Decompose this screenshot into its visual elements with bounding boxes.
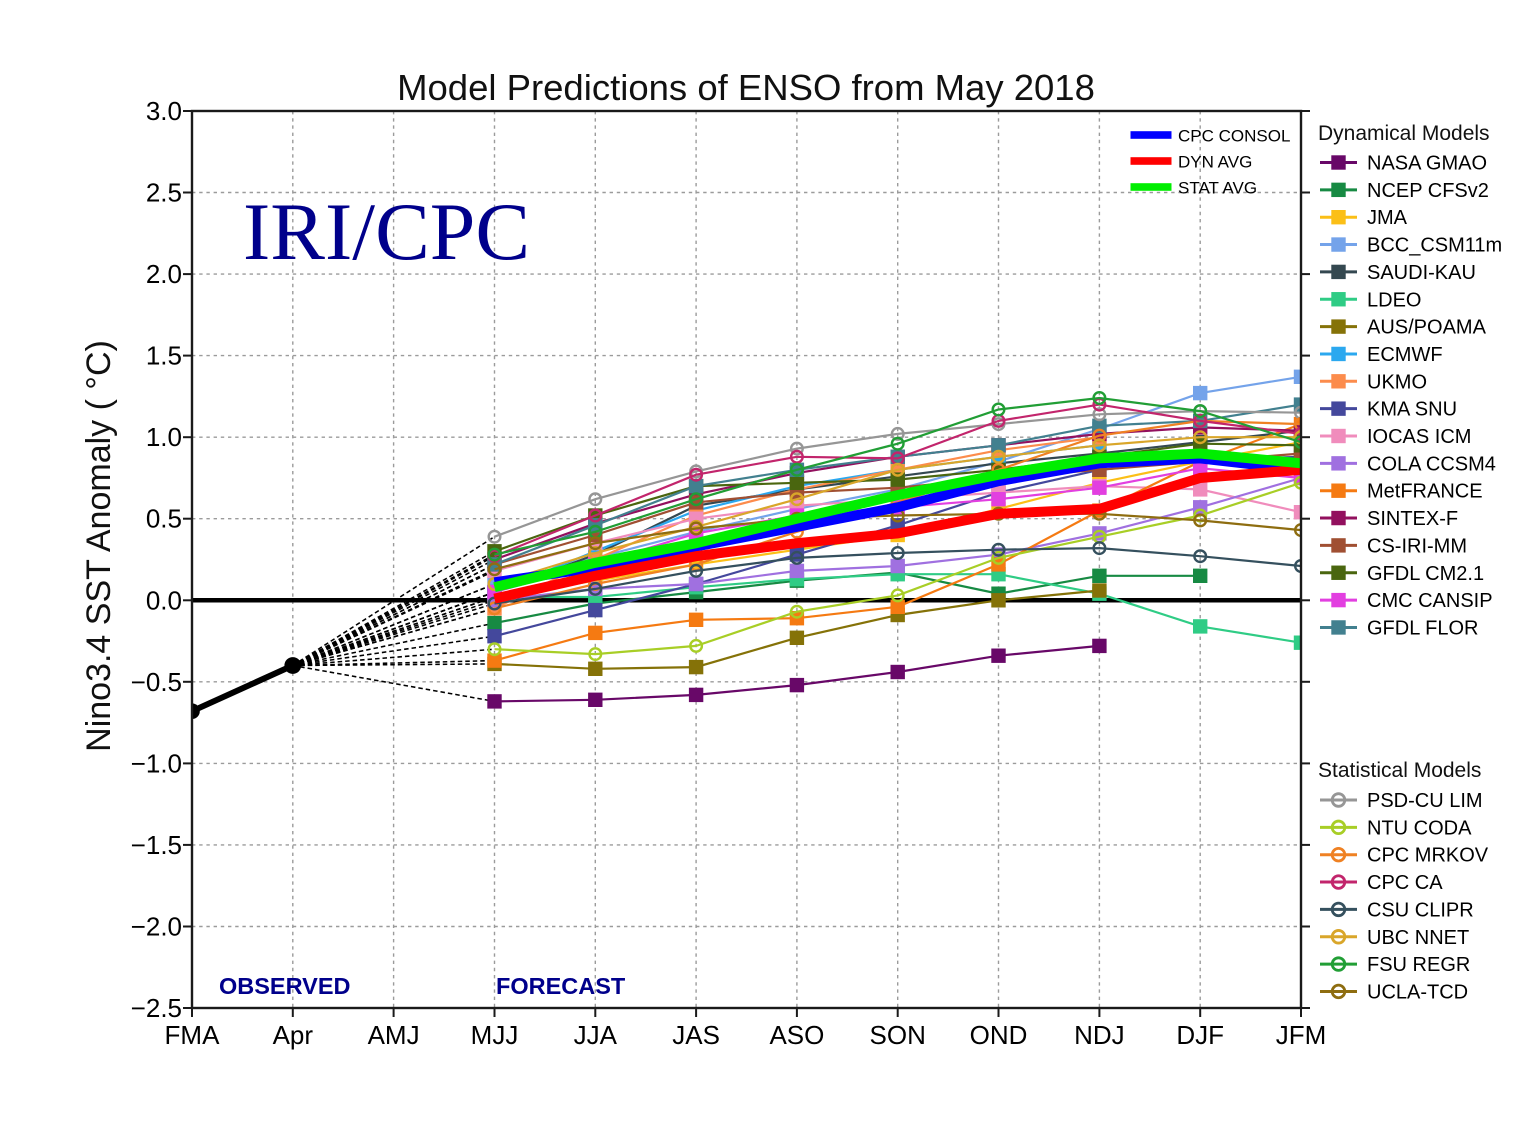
svg-text:2.0: 2.0 <box>146 259 182 289</box>
svg-text:NASA GMAO: NASA GMAO <box>1367 153 1487 175</box>
svg-text:NCEP CFSv2: NCEP CFSv2 <box>1367 180 1489 202</box>
svg-text:−0.5: −0.5 <box>131 667 182 697</box>
svg-text:Apr: Apr <box>273 1020 314 1050</box>
svg-text:JAS: JAS <box>672 1020 720 1050</box>
svg-text:GFDL CM2.1: GFDL CM2.1 <box>1367 563 1484 585</box>
svg-text:KMA SNU: KMA SNU <box>1367 399 1457 421</box>
svg-text:MetFRANCE: MetFRANCE <box>1367 481 1483 503</box>
svg-text:STAT AVG: STAT AVG <box>1178 179 1257 198</box>
svg-text:JJA: JJA <box>574 1020 618 1050</box>
svg-text:DJF: DJF <box>1176 1020 1224 1050</box>
svg-text:CS-IRI-MM: CS-IRI-MM <box>1367 535 1467 557</box>
svg-text:−1.0: −1.0 <box>131 748 182 778</box>
svg-text:CMC CANSIP: CMC CANSIP <box>1367 590 1493 612</box>
svg-text:2.5: 2.5 <box>146 178 182 208</box>
svg-text:3.0: 3.0 <box>146 96 182 126</box>
svg-text:ECMWF: ECMWF <box>1367 344 1443 366</box>
svg-text:0.5: 0.5 <box>146 504 182 534</box>
svg-text:PSD-CU LIM: PSD-CU LIM <box>1367 790 1483 812</box>
svg-text:ASO: ASO <box>769 1020 824 1050</box>
svg-text:−2.5: −2.5 <box>131 993 182 1023</box>
svg-text:SON: SON <box>870 1020 926 1050</box>
svg-text:UCLA-TCD: UCLA-TCD <box>1367 981 1468 1003</box>
svg-text:LDEO: LDEO <box>1367 289 1421 311</box>
svg-text:CPC CONSOL: CPC CONSOL <box>1178 127 1290 146</box>
svg-text:CPC MRKOV: CPC MRKOV <box>1367 845 1489 867</box>
svg-text:0.0: 0.0 <box>146 585 182 615</box>
svg-text:OBSERVED: OBSERVED <box>219 973 350 999</box>
svg-text:CPC CA: CPC CA <box>1367 872 1443 894</box>
svg-text:−2.0: −2.0 <box>131 912 182 942</box>
svg-text:JFM: JFM <box>1276 1020 1327 1050</box>
svg-text:DYN AVG: DYN AVG <box>1178 153 1252 172</box>
svg-text:1.0: 1.0 <box>146 422 182 452</box>
svg-text:Dynamical Models: Dynamical Models <box>1318 122 1490 145</box>
svg-text:−1.5: −1.5 <box>131 830 182 860</box>
svg-text:JMA: JMA <box>1367 207 1408 229</box>
svg-text:Model Predictions of ENSO from: Model Predictions of ENSO from May 2018 <box>397 67 1095 108</box>
svg-text:UBC NNET: UBC NNET <box>1367 927 1469 949</box>
svg-text:NDJ: NDJ <box>1074 1020 1125 1050</box>
svg-text:IRI/CPC: IRI/CPC <box>243 186 530 277</box>
svg-text:FORECAST: FORECAST <box>496 973 626 999</box>
svg-text:BCC_CSM11m: BCC_CSM11m <box>1367 235 1502 257</box>
svg-text:Statistical Models: Statistical Models <box>1318 759 1481 782</box>
svg-text:MJJ: MJJ <box>471 1020 519 1050</box>
svg-text:OND: OND <box>970 1020 1028 1050</box>
svg-text:FSU REGR: FSU REGR <box>1367 954 1470 976</box>
svg-text:UKMO: UKMO <box>1367 371 1427 393</box>
svg-text:SINTEX-F: SINTEX-F <box>1367 508 1458 530</box>
svg-text:NTU CODA: NTU CODA <box>1367 817 1472 839</box>
svg-text:FMA: FMA <box>165 1020 221 1050</box>
svg-text:CSU CLIPR: CSU CLIPR <box>1367 899 1474 921</box>
svg-text:1.5: 1.5 <box>146 341 182 371</box>
svg-text:COLA CCSM4: COLA CCSM4 <box>1367 453 1496 475</box>
svg-text:AMJ: AMJ <box>368 1020 420 1050</box>
svg-text:Nino3.4 SST Anomaly ( °C): Nino3.4 SST Anomaly ( °C) <box>80 340 118 752</box>
svg-text:GFDL FLOR: GFDL FLOR <box>1367 617 1479 639</box>
svg-text:AUS/POAMA: AUS/POAMA <box>1367 317 1487 339</box>
svg-text:IOCAS ICM: IOCAS ICM <box>1367 426 1471 448</box>
svg-text:SAUDI-KAU: SAUDI-KAU <box>1367 262 1476 284</box>
